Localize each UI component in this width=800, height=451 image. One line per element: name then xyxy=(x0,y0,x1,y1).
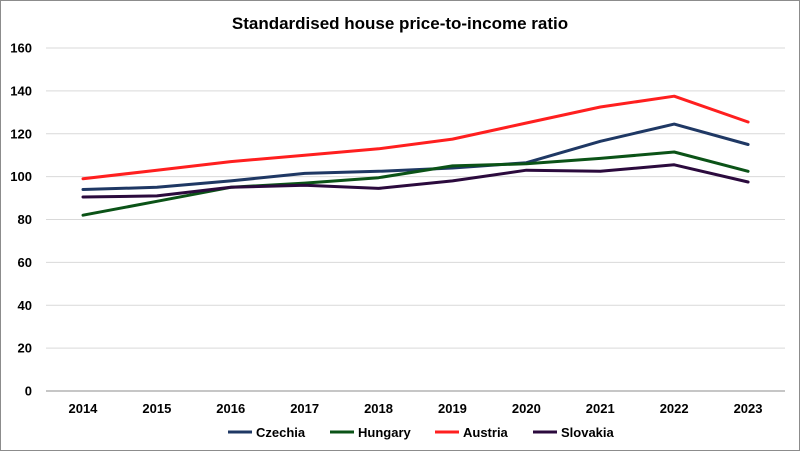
y-tick-label: 120 xyxy=(10,126,32,141)
y-tick-label: 160 xyxy=(10,41,32,56)
x-tick-label: 2016 xyxy=(216,401,245,416)
legend-label-czechia: Czechia xyxy=(256,425,306,440)
series-line-czechia xyxy=(81,122,750,191)
series-lines xyxy=(81,94,750,217)
x-tick-label: 2023 xyxy=(734,401,763,416)
y-axis-ticks: 0 20 40 60 80 100 120 140 160 xyxy=(10,41,32,399)
legend-label-slovakia: Slovakia xyxy=(561,425,615,440)
legend-label-hungary: Hungary xyxy=(358,425,412,440)
legend: Czechia Hungary Austria Slovakia xyxy=(228,425,615,440)
y-tick-label: 40 xyxy=(18,298,32,313)
gridlines xyxy=(46,47,785,392)
x-tick-label: 2020 xyxy=(512,401,541,416)
y-tick-label: 0 xyxy=(25,384,32,399)
y-tick-label: 60 xyxy=(18,255,32,270)
x-axis-ticks: 2014 2015 2016 2017 2018 2019 2020 2021 2022 2023 xyxy=(68,401,762,416)
series-line-slovakia xyxy=(81,163,750,199)
x-tick-label: 2015 xyxy=(142,401,171,416)
y-tick-label: 80 xyxy=(18,212,32,227)
y-tick-label: 140 xyxy=(10,83,32,98)
series-line-austria xyxy=(81,94,750,181)
x-tick-label: 2018 xyxy=(364,401,393,416)
y-tick-label: 100 xyxy=(10,169,32,184)
x-tick-label: 2021 xyxy=(586,401,615,416)
x-tick-label: 2017 xyxy=(290,401,319,416)
chart-title: Standardised house price-to-income ratio xyxy=(232,14,568,33)
legend-label-austria: Austria xyxy=(463,425,509,440)
x-tick-label: 2019 xyxy=(438,401,467,416)
x-tick-label: 2014 xyxy=(68,401,98,416)
x-tick-label: 2022 xyxy=(660,401,689,416)
y-tick-label: 20 xyxy=(18,341,32,356)
series-line-hungary xyxy=(81,150,750,217)
